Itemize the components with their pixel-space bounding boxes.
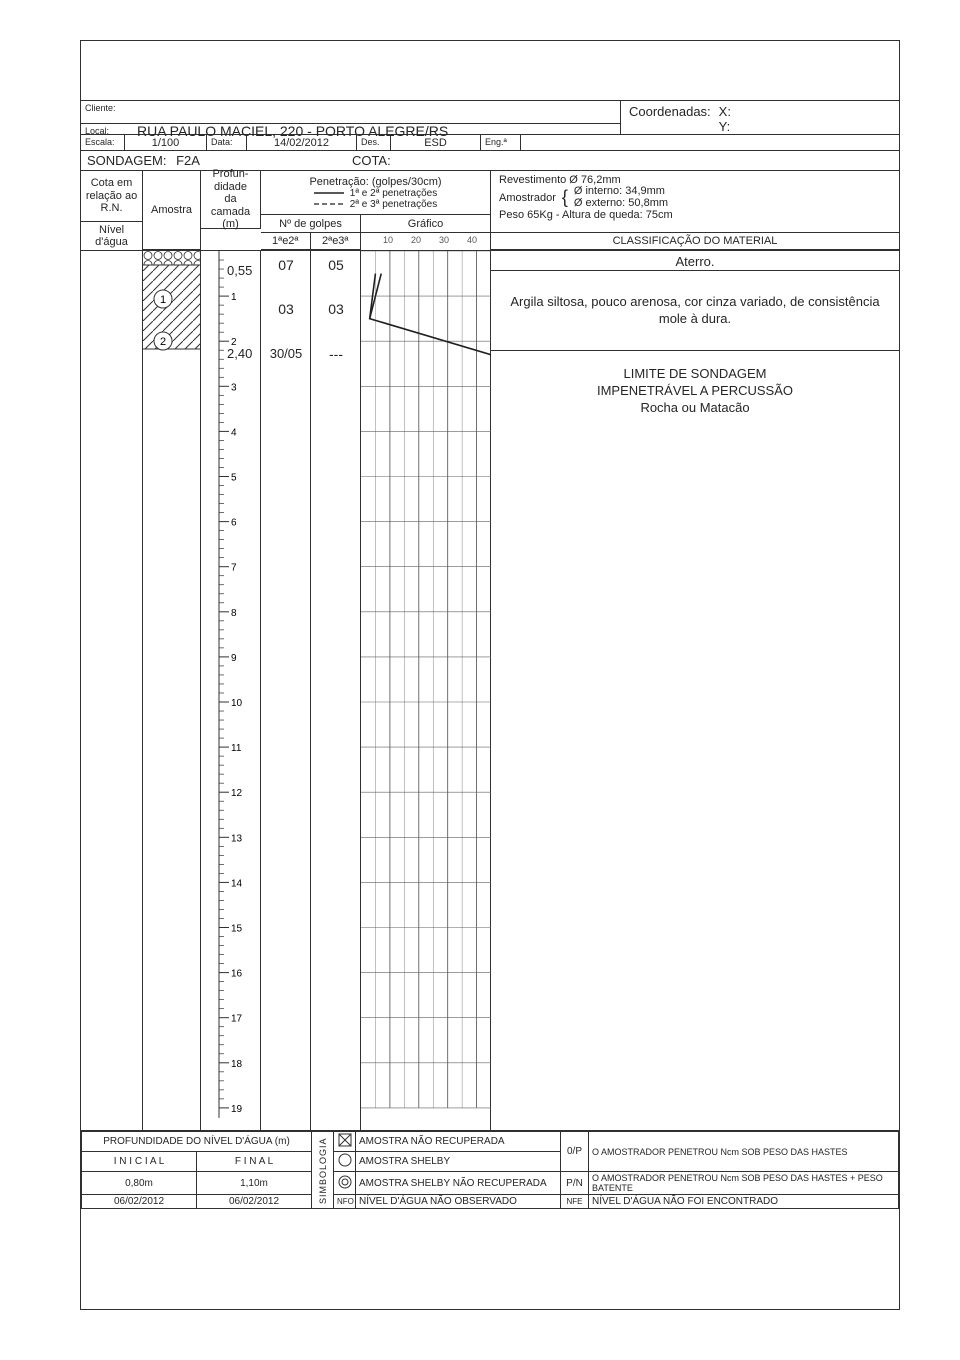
svg-text:5: 5 — [231, 473, 237, 484]
ft-nfe-code: NFE — [561, 1195, 589, 1209]
spt-r1a: 03 — [261, 301, 311, 317]
limite3: Rocha ou Matacão — [491, 400, 899, 417]
svg-text:2: 2 — [160, 336, 166, 348]
ft-leg4: NÍVEL D'ÁGUA NÃO OBSERVADO — [356, 1195, 561, 1209]
svg-text:10: 10 — [231, 698, 243, 709]
svg-text:6: 6 — [231, 518, 237, 529]
hdr-profundidade: Profun-didadedacamada(m) — [201, 171, 261, 229]
ft-final-val: 1,10m — [197, 1172, 312, 1195]
svg-text:3: 3 — [231, 382, 237, 393]
hdr-grafico: Gráfico — [361, 215, 490, 233]
svg-text:8: 8 — [231, 608, 237, 619]
txt-diam-ext: Ø externo: 50,8mm — [574, 198, 668, 210]
svg-text:14: 14 — [231, 878, 243, 889]
legend-icon-1 — [334, 1132, 356, 1152]
hdr-equipment: Revestimento Ø 76,2mm Amostrador { Ø int… — [491, 171, 899, 233]
label-eng: Eng.ª — [481, 135, 521, 150]
svg-text:4: 4 — [231, 427, 237, 438]
hdr-ngolpes: Nº de golpes — [261, 215, 360, 233]
ft-leg2: AMOSTRA SHELBY — [356, 1152, 561, 1172]
txt-peso: Peso 65Kg - Altura de queda: 75cm — [499, 209, 891, 221]
label-sondagem: SONDAGEM: — [87, 153, 166, 168]
label-coord: Coordenadas: — [629, 104, 719, 119]
value-local: RUA PAULO MACIEL, 220 - PORTO ALEGRE/RS — [131, 123, 448, 139]
footer-legend: PROFUNDIDADE DO NÍVEL D'ÁGUA (m) SIMBOLO… — [81, 1131, 899, 1209]
spt-r0b: 05 — [311, 257, 361, 273]
borehole-log-frame: Cliente: Local: RUA PAULO MACIEL, 220 - … — [80, 40, 900, 1310]
hdr-2a3a: 2ªe3ª — [311, 233, 361, 250]
spt-r0a: 07 — [261, 257, 311, 273]
depth-ruler: 12345678910111213141516171819 — [201, 251, 261, 1131]
material-column: Aterro. Argila siltosa, pouco arenosa, c… — [491, 251, 899, 1130]
ft-nfo-code: NFO — [334, 1195, 356, 1209]
hdr-amostra: Amostra — [143, 171, 201, 250]
legend-icon-2 — [334, 1152, 356, 1172]
ft-inicial-date: 06/02/2012 — [82, 1195, 197, 1209]
txt-diam-int: Ø interno: 34,9mm — [574, 186, 668, 198]
svg-text:16: 16 — [231, 969, 243, 980]
svg-text:13: 13 — [231, 833, 243, 844]
legend-icon-3 — [334, 1172, 356, 1195]
txt-revestimento: Revestimento Ø 76,2mm — [499, 174, 891, 186]
material-1: Argila siltosa, pouco arenosa, cor cinza… — [491, 271, 899, 351]
ft-leg7: NÍVEL D'ÁGUA NÃO FOI ENCONTRADO — [589, 1195, 899, 1209]
depth-0: 0,55 — [227, 263, 252, 278]
ft-profund: PROFUNDIDADE DO NÍVEL D'ÁGUA (m) — [82, 1132, 312, 1152]
svg-text:1: 1 — [231, 292, 237, 303]
hdr-penetracao: Penetração: (golpes/30cm) — [309, 176, 441, 188]
row-cliente: Cliente: Local: RUA PAULO MACIEL, 220 - … — [81, 101, 899, 135]
hdr-cota-rn: Cota emrelação aoR.N. — [81, 171, 142, 222]
limite-block: LIMITE DE SONDAGEM IMPENETRÁVEL A PERCUS… — [491, 366, 899, 417]
ft-final-lbl: F I N A L — [197, 1152, 312, 1172]
ft-final-date: 06/02/2012 — [197, 1195, 312, 1209]
spt-r2b: --- — [311, 346, 361, 362]
svg-text:17: 17 — [231, 1014, 243, 1025]
log-body: 1 2 12345678910111213141516171819 0,55 2… — [81, 251, 899, 1131]
hdr-nivel-agua: Níveld'água — [81, 222, 142, 250]
logo-blank-area — [81, 41, 899, 101]
column-headers: Cota emrelação aoR.N. Níveld'água Amostr… — [81, 171, 899, 251]
svg-text:9: 9 — [231, 653, 237, 664]
ft-leg5: O AMOSTRADOR PENETROU Ncm SOB PESO DAS H… — [589, 1132, 899, 1172]
ft-pn: P/N — [561, 1172, 589, 1195]
hdr-classificacao: CLASSIFICAÇÃO DO MATERIAL — [491, 233, 899, 250]
amostra-hatch: 1 2 — [143, 251, 201, 371]
svg-text:19: 19 — [231, 1104, 243, 1115]
ft-inicial-lbl: I N I C I A L — [82, 1152, 197, 1172]
ft-leg3: AMOSTRA SHELBY NÃO RECUPERADA — [356, 1172, 561, 1195]
pen-line1: 1ª e 2ª penetrações — [350, 188, 437, 199]
ft-leg1: AMOSTRA NÃO RECUPERADA — [356, 1132, 561, 1152]
svg-text:1: 1 — [160, 294, 166, 306]
svg-text:18: 18 — [231, 1059, 243, 1070]
label-cliente: Cliente: — [81, 101, 620, 115]
limite1: LIMITE DE SONDAGEM — [491, 366, 899, 383]
ft-leg6: O AMOSTRADOR PENETROU Ncm SOB PESO DAS H… — [589, 1172, 899, 1195]
label-local: Local: — [81, 126, 131, 136]
svg-text:15: 15 — [231, 924, 243, 935]
ft-0p: 0/P — [561, 1132, 589, 1172]
label-cota: COTA: — [352, 153, 391, 168]
svg-text:12: 12 — [231, 788, 243, 799]
material-0: Aterro. — [491, 251, 899, 271]
limite2: IMPENETRÁVEL A PERCUSSÃO — [491, 383, 899, 400]
ft-inicial-val: 0,80m — [82, 1172, 197, 1195]
coord-y: Y: — [719, 119, 731, 134]
row-sondagem: SONDAGEM: F2A COTA: — [81, 151, 899, 171]
hdr-1a2a: 1ªe2ª — [261, 233, 311, 250]
svg-text:11: 11 — [231, 743, 242, 754]
txt-amostrador: Amostrador — [499, 192, 556, 204]
pen-line2: 2ª e 3ª penetrações — [350, 199, 437, 210]
coord-x: X: — [719, 104, 731, 119]
depth-1: 2,40 — [227, 346, 252, 361]
value-sondagem: F2A — [170, 153, 200, 168]
svg-text:7: 7 — [231, 563, 237, 574]
ft-simbologia: SIMBOLOGIA — [312, 1132, 334, 1209]
spt-graph — [361, 251, 491, 1131]
spt-r2a: 30/05 — [261, 346, 311, 361]
spt-r1b: 03 — [311, 301, 361, 317]
